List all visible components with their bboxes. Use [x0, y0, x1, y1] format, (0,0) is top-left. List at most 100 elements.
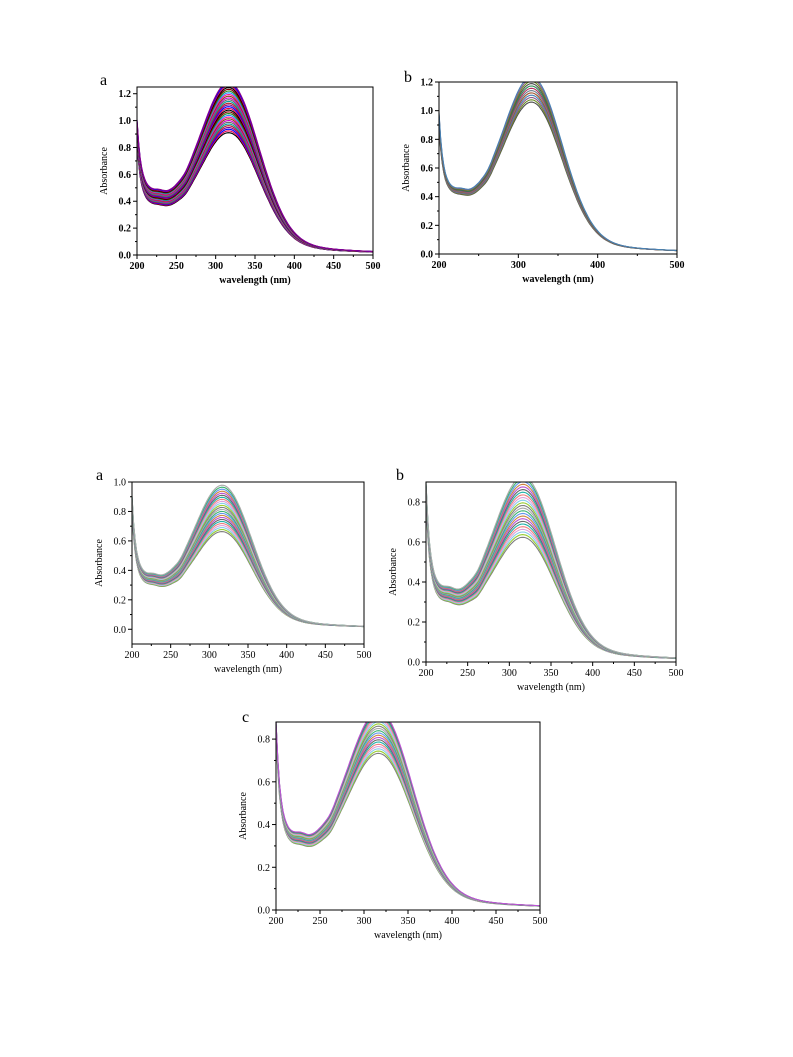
- spectrum-series-8: [438, 85, 678, 252]
- y-tick-label: 1.2: [119, 89, 132, 100]
- spectrum-series-9: [438, 83, 678, 252]
- panel-letter: a: [96, 467, 103, 484]
- plot-frame: [136, 86, 374, 256]
- panel-letter: b: [404, 69, 412, 86]
- spectrum-series-24: [425, 481, 677, 659]
- spectrum-series-1: [425, 500, 676, 659]
- x-tick-label: 200: [125, 650, 140, 661]
- spectra-series-group: [275, 721, 541, 907]
- spectrum-series-17: [275, 721, 541, 907]
- spectrum-series-4: [438, 94, 678, 252]
- spectrum-series-1: [275, 733, 541, 907]
- spectrum-series-17: [136, 104, 373, 253]
- y-tick-label: 0.6: [408, 538, 421, 549]
- x-tick-label: 400: [445, 916, 460, 927]
- x-tick-label: 400: [585, 668, 600, 679]
- spectra-series-group: [438, 81, 678, 252]
- spectrum-series-10: [131, 504, 365, 628]
- y-tick-label: 0.4: [119, 197, 132, 208]
- spectrum-series-14: [275, 723, 540, 907]
- spectrum-series-8: [131, 506, 364, 628]
- spectrum-series-15: [136, 107, 374, 253]
- spectrum-series-19: [136, 100, 374, 253]
- x-tick-label: 300: [208, 261, 223, 272]
- spectrum-series-15: [275, 721, 541, 907]
- x-tick-label: 200: [432, 260, 447, 271]
- spectrum-series-4: [425, 498, 676, 659]
- x-tick-label: 400: [287, 261, 302, 272]
- y-tick-label: 0.0: [258, 906, 271, 917]
- y-tick-label: 0.8: [408, 498, 421, 509]
- y-axis-title: Absorbance: [401, 144, 412, 192]
- spectrum-series-24: [136, 92, 374, 253]
- spectrum-series-8: [275, 728, 541, 907]
- spectrum-series-3: [425, 499, 677, 659]
- y-tick-label: 0.8: [421, 135, 434, 146]
- y-tick-label: 0.2: [408, 618, 421, 629]
- x-tick-label: 200: [269, 916, 284, 927]
- spectrum-series-7: [425, 496, 677, 659]
- x-tick-label: 350: [241, 650, 256, 661]
- x-tick-label: 250: [169, 261, 184, 272]
- spectrum-series-3: [275, 732, 540, 907]
- x-tick-label: 250: [460, 668, 475, 679]
- x-axis-title: wavelength (nm): [219, 275, 290, 286]
- y-tick-label: 0.0: [119, 251, 132, 262]
- chart-panel-2: b 200 300 400 500 0.0 0.2 0.4 0.6 0.8 1.0 1.2 wavele…: [401, 69, 685, 285]
- y-tick-label: 0.8: [114, 507, 127, 518]
- spectrum-series-5: [275, 730, 541, 907]
- spectrum-series-19: [275, 721, 541, 907]
- chart-panel-5: c 200 250 300 350 400 450 500 0.0 0.2 0.4 0.6 0.8 wav…: [238, 709, 548, 941]
- x-axis-title: wavelength (nm): [517, 682, 585, 693]
- spectrum-series-6: [275, 730, 541, 907]
- spectrum-series-2: [438, 99, 677, 252]
- y-axis-title: Absorbance: [99, 147, 110, 195]
- x-tick-label: 250: [313, 916, 328, 927]
- x-axis-title: wavelength (nm): [522, 274, 593, 285]
- spectrum-series-16: [275, 721, 541, 907]
- chart-panel-4: b 200 250 300 350 400 450 500 0.0 0.2 0.4 0.6 0.8 wav…: [388, 467, 684, 693]
- spectrum-series-6: [438, 90, 678, 252]
- y-tick-label: 1.0: [421, 106, 434, 117]
- spectrum-series-21: [136, 97, 374, 253]
- x-tick-label: 300: [511, 260, 526, 271]
- spectrum-series-8: [425, 495, 676, 659]
- y-tick-label: 0.6: [421, 164, 434, 175]
- spectrum-series-11: [275, 726, 541, 907]
- x-tick-label: 300: [357, 916, 372, 927]
- x-tick-label: 300: [202, 650, 217, 661]
- x-tick-label: 250: [163, 650, 178, 661]
- y-tick-label: 1.0: [119, 116, 132, 127]
- spectrum-series-14: [131, 502, 365, 627]
- spectrum-series-16: [131, 500, 364, 627]
- y-tick-label: 1.2: [421, 78, 434, 89]
- x-tick-label: 350: [401, 916, 416, 927]
- y-tick-label: 0.0: [408, 658, 421, 669]
- spectrum-series-17: [131, 498, 364, 627]
- x-tick-label: 450: [627, 668, 642, 679]
- y-tick-label: 0.0: [421, 250, 434, 261]
- x-tick-label: 350: [544, 668, 559, 679]
- spectrum-series-14: [136, 109, 373, 253]
- y-tick-label: 0.2: [421, 221, 434, 232]
- x-tick-label: 500: [669, 668, 684, 679]
- spectrum-series-1: [438, 101, 678, 252]
- spectrum-series-4: [131, 508, 365, 628]
- x-tick-label: 450: [489, 916, 504, 927]
- x-tick-label: 500: [670, 260, 685, 271]
- spectrum-series-12: [438, 81, 677, 251]
- spectrum-series-20: [136, 99, 374, 253]
- y-tick-label: 0.2: [114, 595, 127, 606]
- y-tick-label: 0.0: [114, 625, 127, 636]
- x-tick-label: 300: [502, 668, 517, 679]
- y-tick-label: 0.6: [258, 777, 271, 788]
- spectrum-series-10: [425, 493, 677, 659]
- spectrum-series-9: [131, 505, 365, 628]
- spectrum-series-2: [425, 500, 677, 659]
- spectrum-series-7: [438, 87, 677, 252]
- spectrum-series-6: [425, 496, 677, 659]
- spectrum-series-18: [275, 721, 540, 907]
- y-tick-label: 0.4: [408, 578, 421, 589]
- spectrum-series-7: [275, 729, 540, 907]
- x-tick-label: 200: [419, 668, 434, 679]
